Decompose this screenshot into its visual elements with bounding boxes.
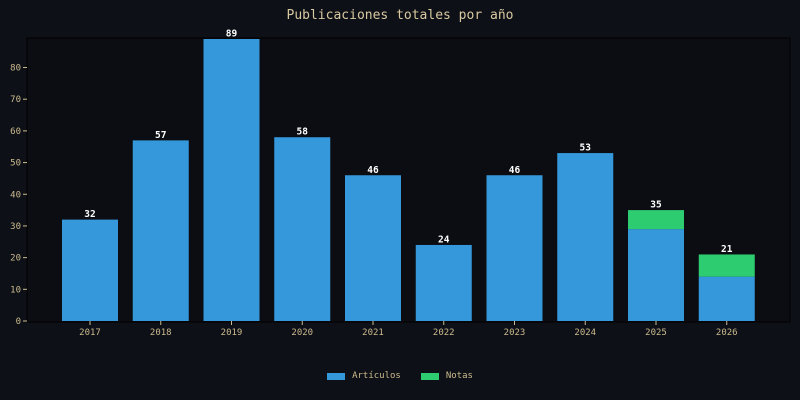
y-axis: 0 10 20 30 40 50 60 70 80: [10, 64, 27, 327]
x-tick-label-2024: 2024: [574, 328, 596, 338]
chart-title: Publicaciones totales por año: [286, 8, 514, 23]
bar-articulos-2018: [132, 140, 189, 321]
data-label-2026: 21: [721, 244, 733, 255]
bar-notas-2026: [698, 254, 755, 277]
data-label-2024: 53: [580, 143, 592, 154]
bars-group: [62, 39, 755, 321]
legend-label: Artículos: [352, 371, 401, 381]
bar-articulos-2025: [628, 229, 684, 321]
y-tick-label-50: 50: [10, 159, 21, 169]
y-tick-label-80: 80: [10, 64, 21, 74]
bar-articulos-2021: [345, 175, 401, 321]
data-label-2023: 46: [509, 165, 521, 176]
legend-label: Notas: [445, 371, 473, 381]
legend-swatch: [420, 372, 439, 380]
y-tick-label-40: 40: [10, 190, 21, 200]
bar-articulos-2026: [698, 276, 755, 321]
data-label-2021: 46: [367, 165, 379, 176]
data-label-2022: 24: [438, 234, 450, 245]
x-tick-label-2019: 2019: [221, 328, 243, 338]
x-tick-label-2026: 2026: [716, 328, 738, 338]
x-tick-label-2025: 2025: [645, 328, 667, 338]
bar-articulos-2020: [274, 137, 331, 321]
bar-articulos-2017: [62, 219, 118, 321]
x-tick-label-2018: 2018: [150, 328, 172, 338]
legend: Artículos Notas: [0, 371, 800, 381]
data-labels-group: 32 57 89 58 46 24 46 53 35 21: [84, 29, 732, 255]
legend-item-notas: Notas: [420, 371, 473, 381]
data-label-2025: 35: [650, 200, 662, 211]
data-label-2020: 58: [297, 127, 309, 138]
bar-articulos-2022: [415, 244, 472, 321]
legend-item-articulos: Artículos: [327, 371, 401, 381]
bar-notas-2025: [628, 210, 684, 230]
y-tick-label-20: 20: [10, 254, 21, 264]
bar-articulos-2024: [557, 153, 614, 321]
bar-articulos-2023: [486, 175, 543, 321]
y-tick-label-70: 70: [10, 95, 21, 105]
y-tick-label-60: 60: [10, 127, 21, 137]
x-tick-label-2020: 2020: [291, 328, 313, 338]
y-tick-label-30: 30: [10, 222, 21, 232]
x-tick-label-2021: 2021: [362, 328, 384, 338]
y-tick-label-10: 10: [10, 285, 21, 295]
data-label-2017: 32: [84, 209, 95, 220]
y-tick-label-0: 0: [16, 317, 21, 327]
data-label-2018: 57: [155, 130, 166, 141]
data-label-2019: 89: [226, 29, 238, 40]
bar-articulos-2019: [203, 39, 260, 321]
x-tick-label-2017: 2017: [79, 328, 101, 338]
x-tick-label-2022: 2022: [433, 328, 455, 338]
legend-swatch: [327, 372, 346, 380]
x-axis: 2017 2018 2019 2020 2021 2022 2023 2024 2025 2026: [79, 321, 738, 338]
x-tick-label-2023: 2023: [504, 328, 526, 338]
